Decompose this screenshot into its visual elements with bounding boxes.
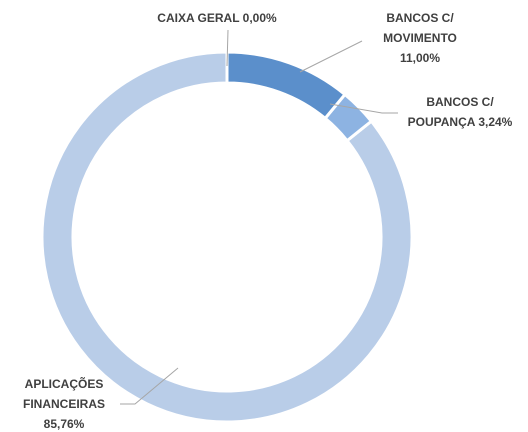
leader-lines (120, 29, 398, 405)
data-label: APLICAÇÕES FINANCEIRAS 85,76% (10, 374, 118, 432)
leader-line (120, 367, 179, 405)
leader-line (226, 29, 229, 67)
category-label: BANCOS C/ MOVIMENTO (383, 11, 457, 45)
category-label: APLICAÇÕES FINANCEIRAS (22, 377, 105, 411)
data-label: BANCOS C/ POUPANÇA 3,24% (392, 92, 528, 132)
value-label: 85,76% (43, 417, 85, 431)
data-label: CAIXA GERAL 0,00% (132, 8, 302, 28)
value-label: 11,00% (399, 51, 441, 65)
value-label: 0,00% (242, 11, 277, 25)
category-label: CAIXA GERAL (157, 11, 240, 25)
category-label: BANCOS C/ POUPANÇA (407, 95, 494, 129)
data-label: BANCOS C/ MOVIMENTO 11,00% (370, 8, 470, 68)
donut-slice (225, 50, 348, 121)
donut-slice (40, 50, 414, 424)
leader-line (329, 103, 398, 114)
value-label: 3,24% (478, 115, 513, 129)
leader-line (299, 40, 363, 73)
